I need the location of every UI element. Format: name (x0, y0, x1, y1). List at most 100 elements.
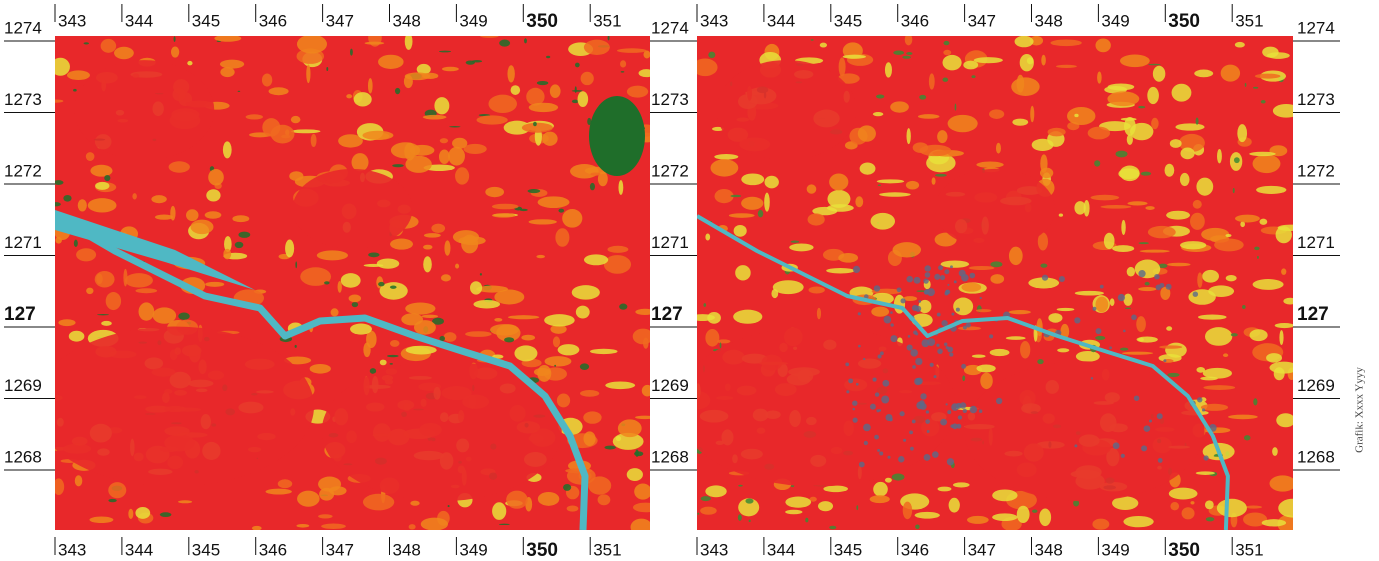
land-patch (948, 115, 978, 132)
land-patch (588, 476, 611, 494)
urban-patch (900, 298, 905, 303)
land-cover-map-right (676, 34, 1307, 533)
urban-patch (951, 313, 954, 316)
land-patch (90, 165, 112, 177)
land-patch (949, 498, 960, 513)
urban-patch (940, 275, 945, 280)
land-patch (214, 35, 241, 42)
land-patch (1138, 242, 1148, 244)
land-patch (1217, 499, 1247, 517)
land-patch (169, 161, 190, 172)
land-patch (618, 180, 623, 195)
urban-patch (936, 344, 939, 347)
land-patch (472, 60, 482, 62)
land-patch (758, 210, 763, 218)
land-patch (448, 147, 465, 166)
land-zone (293, 169, 413, 249)
land-patch (528, 189, 541, 193)
land-patch (905, 34, 913, 46)
land-patch (1067, 107, 1095, 125)
land-patch (617, 48, 647, 53)
land-patch (311, 134, 317, 147)
land-patch (538, 196, 570, 208)
land-patch (572, 90, 583, 92)
land-patch (86, 152, 95, 161)
land-patch (808, 213, 825, 225)
land-patch (439, 51, 451, 53)
land-patch (1235, 42, 1245, 48)
urban-patch (903, 439, 906, 442)
land-patch (1202, 270, 1219, 283)
land-patch (943, 41, 949, 45)
x-label: 344 (767, 540, 795, 559)
land-patch (990, 349, 1010, 356)
land-patch (368, 78, 373, 93)
land-patch (354, 92, 372, 106)
land-patch (326, 67, 328, 71)
land-patch (352, 302, 358, 307)
land-patch (1266, 353, 1282, 363)
urban-patch (884, 316, 892, 324)
land-patch (733, 310, 762, 324)
land-patch (1261, 100, 1266, 104)
urban-patch (925, 272, 931, 278)
land-patch (324, 281, 330, 284)
land-patch (567, 505, 579, 511)
land-patch (390, 239, 413, 250)
land-patch (205, 282, 224, 287)
land-patch (1041, 55, 1046, 66)
land-patch (703, 303, 706, 307)
land-patch (108, 499, 116, 502)
land-patch (232, 215, 249, 222)
land-patch (870, 495, 890, 503)
land-patch (53, 478, 64, 495)
credit: Grafik: Xxxx Yyyy (1354, 367, 1366, 453)
land-patch (455, 264, 459, 269)
land-patch (306, 64, 310, 83)
land-patch (422, 73, 438, 79)
land-patch (297, 35, 327, 54)
land-patch (705, 234, 710, 241)
land-patch (817, 308, 821, 320)
land-patch (139, 302, 155, 320)
urban-patch (1096, 328, 1102, 334)
land-patch (246, 114, 263, 119)
land-patch (583, 411, 601, 423)
land-patch (878, 185, 881, 186)
land-patch (1217, 149, 1222, 163)
land-patch (976, 162, 1003, 168)
land-patch (537, 365, 551, 382)
land-patch (155, 214, 173, 219)
x-label: 343 (58, 540, 86, 559)
urban-patch (932, 451, 939, 458)
land-patch (906, 181, 919, 190)
land-patch (572, 100, 579, 104)
land-patch (542, 132, 557, 146)
land-patch (590, 349, 618, 354)
land-patch (1123, 294, 1132, 306)
land-patch (1167, 263, 1190, 267)
x-label: 345 (834, 540, 862, 559)
land-patch (409, 524, 416, 529)
land-patch (422, 315, 438, 318)
urban-patch (915, 358, 922, 365)
land-patch (829, 173, 848, 190)
urban-patch (848, 378, 853, 383)
land-patch (410, 501, 419, 506)
land-patch (771, 289, 778, 298)
land-patch (78, 199, 87, 211)
land-patch (405, 302, 435, 314)
x-label: 350 (1168, 540, 1200, 561)
land-patch (633, 329, 654, 345)
x-label: 348 (1035, 540, 1063, 559)
x-label: 348 (393, 540, 421, 559)
land-patch (1167, 373, 1179, 377)
land-patch (639, 69, 655, 77)
land-patch (387, 355, 399, 357)
land-patch (918, 114, 939, 119)
land-patch (1244, 435, 1250, 440)
land-patch (969, 266, 995, 270)
urban-patch (924, 289, 929, 294)
land-patch (441, 274, 451, 281)
land-patch (1270, 475, 1296, 491)
